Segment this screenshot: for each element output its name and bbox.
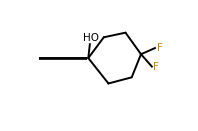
- Text: F: F: [156, 43, 162, 53]
- Text: HO: HO: [83, 33, 99, 43]
- Text: F: F: [153, 62, 159, 72]
